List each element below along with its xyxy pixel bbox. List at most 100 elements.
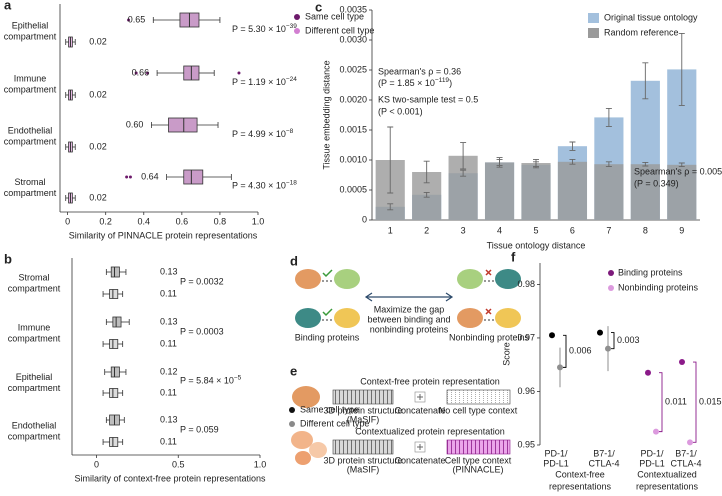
y-axis-label: Score bbox=[501, 342, 511, 366]
mean-label: 0.11 bbox=[160, 436, 177, 446]
p-value: P = 5.30 × 10−39 bbox=[232, 23, 297, 35]
box bbox=[109, 289, 119, 299]
annotation: Spearman's ρ = 0.36 bbox=[378, 66, 461, 76]
panel-label: b bbox=[4, 251, 12, 266]
category-label: Stromal bbox=[14, 177, 45, 187]
diagram-text: nonbinding proteins bbox=[370, 324, 449, 334]
superscript: −24 bbox=[286, 76, 297, 83]
x-tick-label: PD-1/ bbox=[544, 448, 568, 458]
diagram-label: 3D protein structure bbox=[323, 455, 402, 465]
mean-label: 0.11 bbox=[160, 288, 177, 298]
superscript: −39 bbox=[286, 23, 297, 30]
diagram-label: Concatenate bbox=[394, 405, 445, 415]
category-label: compartment bbox=[8, 333, 61, 343]
difference-label: 0.015 bbox=[699, 397, 722, 407]
diagram-label: (MaSIF) bbox=[347, 414, 380, 424]
mean-label: 0.13 bbox=[160, 316, 178, 326]
panel-label: f bbox=[511, 249, 516, 264]
y-axis-label: Tissue embedding distance bbox=[321, 60, 331, 169]
category-label: Endothelial bbox=[8, 125, 53, 135]
legend-marker bbox=[608, 270, 614, 276]
bar bbox=[557, 161, 588, 220]
mean-label: 0.66 bbox=[132, 67, 150, 77]
box bbox=[112, 316, 122, 328]
bar bbox=[484, 162, 515, 220]
diagram-label: Nonbinding proteins bbox=[449, 332, 530, 342]
group-label: Contextualized bbox=[637, 469, 697, 479]
text-part: P = 1.19 × 10 bbox=[232, 77, 286, 87]
legend-label: Same cell type bbox=[300, 404, 359, 414]
point bbox=[549, 332, 555, 339]
diagram-text: Maximize the gap bbox=[374, 304, 445, 314]
x-tick-label: 6 bbox=[570, 225, 575, 235]
panel-label: c bbox=[315, 0, 322, 14]
x-tick-label: PD-1/ bbox=[640, 448, 664, 458]
x-tick-label: B7-1/ bbox=[675, 448, 697, 458]
diagram-label: Cell type context bbox=[445, 455, 512, 465]
box bbox=[183, 169, 204, 185]
y-tick-label: 0.98 bbox=[517, 279, 535, 289]
p-value: P = 1.19 × 10−24 bbox=[232, 76, 297, 88]
category-label: compartment bbox=[8, 383, 61, 393]
mean-label: 0.60 bbox=[126, 119, 144, 129]
outlier bbox=[128, 175, 132, 179]
diagram-label: Binding proteins bbox=[295, 332, 360, 342]
x-axis-label: Tissue ontology distance bbox=[487, 240, 586, 250]
y-tick-label: 0.0030 bbox=[339, 34, 367, 44]
annotation: KS two-sample test = 0.5 bbox=[378, 94, 478, 104]
difference-label: 0.003 bbox=[617, 335, 640, 345]
legend-marker bbox=[608, 285, 614, 291]
x-tick-label: 0 bbox=[94, 459, 99, 469]
outlier bbox=[237, 71, 241, 75]
category-label: Epithelial bbox=[16, 372, 53, 382]
point bbox=[687, 439, 693, 446]
mean-label: 0.12 bbox=[160, 366, 178, 376]
p-value: P = 0.059 bbox=[180, 424, 219, 434]
error-bar bbox=[460, 169, 467, 177]
difference-label: 0.011 bbox=[665, 397, 687, 407]
category-label: Immune bbox=[18, 322, 51, 332]
error-bar bbox=[642, 62, 649, 100]
x-tick-label: PD-L1 bbox=[639, 458, 665, 468]
error-bar bbox=[460, 142, 467, 170]
category-label: Epithelial bbox=[12, 20, 49, 30]
error-bar bbox=[423, 191, 430, 198]
legend-marker bbox=[289, 407, 295, 413]
x-axis-label: Similarity of PINNACLE protein represent… bbox=[69, 230, 258, 240]
difference-bracket bbox=[659, 372, 663, 433]
x-tick-label: 0.2 bbox=[99, 216, 112, 226]
outlier bbox=[146, 71, 150, 75]
mean-label: 0.13 bbox=[160, 414, 178, 424]
text-part: P = 5.30 × 10 bbox=[232, 24, 286, 34]
y-tick-label: 0.0025 bbox=[339, 64, 367, 74]
error-bar bbox=[605, 161, 612, 168]
diagram-label: 3D protein structure bbox=[323, 405, 402, 415]
annotation: Spearman's ρ = 0.005 bbox=[634, 166, 722, 176]
category-label: Immune bbox=[14, 73, 47, 83]
mean-label: 0.02 bbox=[89, 141, 107, 151]
legend-label: Binding proteins bbox=[618, 267, 683, 277]
y-tick-label: 0.95 bbox=[517, 439, 535, 449]
p-value: P = 0.0032 bbox=[180, 276, 224, 286]
box bbox=[109, 388, 119, 398]
x-tick-label: 3 bbox=[461, 225, 466, 235]
box bbox=[168, 117, 198, 133]
annotation: (P < 0.001) bbox=[378, 106, 423, 116]
superscript: −8 bbox=[286, 128, 294, 135]
error-bar bbox=[423, 160, 430, 184]
error-bar bbox=[569, 158, 576, 165]
legend-marker bbox=[294, 28, 300, 34]
p-value: P = 5.84 × 10−5 bbox=[180, 374, 242, 386]
point bbox=[645, 369, 651, 376]
text-part: P = 4.99 × 10 bbox=[232, 129, 286, 139]
x-tick-label: 0.5 bbox=[172, 459, 185, 469]
error-bar bbox=[678, 162, 685, 168]
annotation: (P = 1.85 × 10−119) bbox=[378, 77, 452, 89]
y-tick-label: 0.0010 bbox=[339, 154, 367, 164]
text-part: (P = 1.85 × 10 bbox=[378, 78, 435, 88]
superscript: −5 bbox=[234, 374, 242, 381]
category-label: compartment bbox=[8, 283, 61, 293]
y-tick-label: 0.96 bbox=[517, 386, 535, 396]
x-tick-label: 5 bbox=[533, 225, 538, 235]
outlier bbox=[127, 18, 131, 22]
